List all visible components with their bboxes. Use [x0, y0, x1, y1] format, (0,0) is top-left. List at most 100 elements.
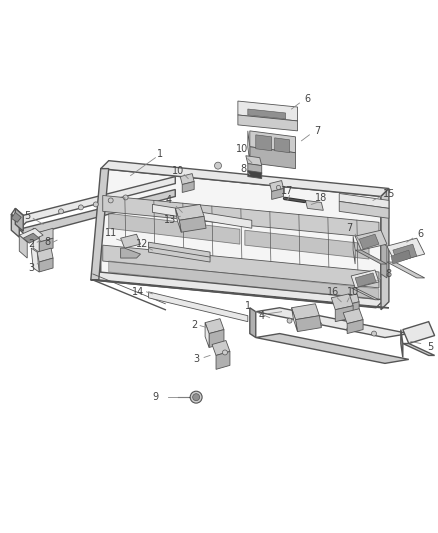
- Polygon shape: [101, 160, 389, 197]
- Text: 17: 17: [281, 187, 294, 197]
- Polygon shape: [347, 320, 363, 334]
- Polygon shape: [212, 341, 230, 356]
- Circle shape: [215, 162, 222, 169]
- Polygon shape: [381, 242, 387, 278]
- Polygon shape: [381, 189, 389, 310]
- Text: 10: 10: [236, 144, 248, 154]
- Polygon shape: [256, 308, 409, 337]
- Polygon shape: [339, 193, 389, 208]
- Polygon shape: [248, 131, 250, 163]
- Text: 14: 14: [132, 287, 145, 297]
- Polygon shape: [256, 334, 409, 364]
- Text: 6: 6: [304, 94, 311, 104]
- Polygon shape: [11, 214, 19, 237]
- Text: 8: 8: [44, 237, 50, 247]
- Polygon shape: [335, 306, 353, 321]
- Polygon shape: [250, 131, 296, 153]
- Text: 9: 9: [152, 392, 159, 402]
- Polygon shape: [248, 164, 262, 174]
- Polygon shape: [331, 294, 353, 310]
- Text: 7: 7: [346, 223, 352, 233]
- Polygon shape: [305, 200, 323, 211]
- Polygon shape: [39, 238, 53, 252]
- Circle shape: [193, 394, 200, 401]
- Polygon shape: [180, 174, 194, 184]
- Polygon shape: [250, 308, 256, 337]
- Polygon shape: [175, 204, 204, 220]
- Polygon shape: [250, 147, 296, 168]
- Polygon shape: [387, 262, 425, 278]
- Circle shape: [108, 198, 113, 203]
- Polygon shape: [179, 216, 206, 232]
- Polygon shape: [270, 181, 283, 191]
- Polygon shape: [109, 213, 240, 244]
- Text: 12: 12: [136, 239, 148, 249]
- Polygon shape: [175, 208, 181, 232]
- Polygon shape: [120, 234, 141, 248]
- Text: 4: 4: [259, 311, 265, 321]
- Polygon shape: [343, 309, 363, 324]
- Text: 3: 3: [193, 354, 199, 365]
- Polygon shape: [351, 288, 379, 300]
- Text: 3: 3: [28, 263, 34, 273]
- Polygon shape: [103, 245, 379, 288]
- Text: 1: 1: [245, 301, 251, 311]
- Polygon shape: [37, 248, 53, 262]
- Text: 2: 2: [191, 320, 197, 329]
- Polygon shape: [33, 228, 39, 252]
- Polygon shape: [209, 329, 224, 348]
- Polygon shape: [39, 258, 53, 272]
- Polygon shape: [296, 316, 321, 332]
- Polygon shape: [91, 280, 389, 308]
- Text: 5: 5: [427, 343, 434, 352]
- Polygon shape: [205, 319, 224, 334]
- Polygon shape: [19, 235, 27, 258]
- Polygon shape: [109, 261, 379, 300]
- Text: 15: 15: [383, 189, 395, 199]
- Polygon shape: [148, 292, 248, 321]
- Text: 10: 10: [347, 287, 359, 297]
- Text: 5: 5: [24, 211, 30, 221]
- Text: 8: 8: [241, 164, 247, 174]
- Polygon shape: [339, 201, 389, 219]
- Polygon shape: [359, 234, 379, 249]
- Polygon shape: [91, 168, 109, 280]
- Circle shape: [78, 205, 83, 210]
- Polygon shape: [11, 208, 23, 221]
- Polygon shape: [248, 171, 262, 179]
- Polygon shape: [103, 196, 379, 238]
- Circle shape: [287, 318, 292, 323]
- Polygon shape: [101, 168, 381, 302]
- Circle shape: [317, 322, 322, 327]
- Polygon shape: [292, 308, 297, 332]
- Polygon shape: [182, 182, 194, 192]
- Circle shape: [347, 327, 352, 332]
- Polygon shape: [272, 189, 283, 199]
- Polygon shape: [205, 322, 209, 348]
- Polygon shape: [11, 212, 21, 222]
- Circle shape: [223, 350, 227, 355]
- Text: 11: 11: [105, 228, 117, 238]
- Polygon shape: [355, 250, 387, 264]
- Polygon shape: [401, 329, 403, 358]
- Polygon shape: [355, 273, 376, 287]
- Polygon shape: [391, 250, 411, 264]
- Circle shape: [190, 391, 202, 403]
- Polygon shape: [238, 101, 297, 121]
- Polygon shape: [152, 204, 252, 228]
- Polygon shape: [19, 228, 43, 242]
- Text: 1: 1: [157, 149, 163, 159]
- Text: 7: 7: [314, 126, 321, 136]
- Polygon shape: [355, 230, 387, 250]
- Polygon shape: [256, 135, 272, 151]
- Text: 6: 6: [418, 229, 424, 239]
- Polygon shape: [148, 242, 210, 262]
- Text: 4: 4: [165, 196, 171, 205]
- Text: 18: 18: [315, 193, 328, 204]
- Polygon shape: [275, 138, 290, 153]
- Polygon shape: [347, 302, 359, 313]
- Polygon shape: [238, 115, 297, 131]
- Polygon shape: [15, 208, 23, 231]
- Polygon shape: [403, 343, 434, 356]
- Polygon shape: [120, 248, 141, 258]
